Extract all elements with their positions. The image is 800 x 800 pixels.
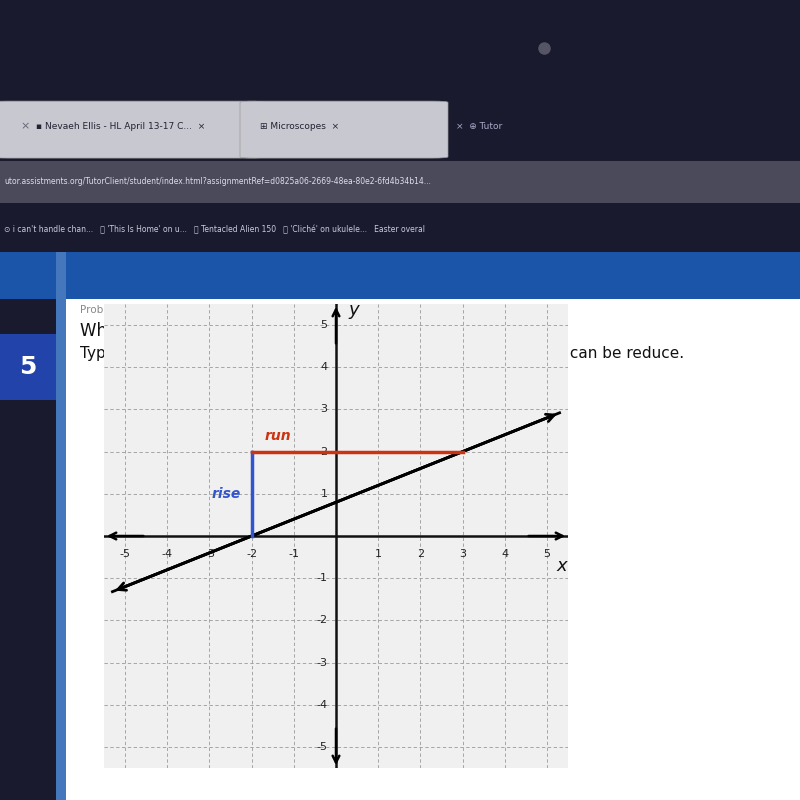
Text: -5: -5	[119, 549, 130, 558]
Text: ×  ⊕ Tutor: × ⊕ Tutor	[456, 122, 502, 131]
Text: -2: -2	[246, 549, 257, 558]
Text: or whole number if can be reduce.: or whole number if can be reduce.	[420, 346, 684, 361]
Text: -4: -4	[317, 700, 327, 710]
Text: ⊙ i can't handle chan...   🎓 'This Is Home' on u...   📷 Tentacled Alien 150   🎓 : ⊙ i can't handle chan... 🎓 'This Is Home…	[4, 226, 425, 234]
Text: x: x	[556, 557, 567, 575]
Text: 1: 1	[374, 549, 382, 558]
Text: -1: -1	[317, 573, 327, 583]
Text: ⊞ Microscopes  ×: ⊞ Microscopes ×	[260, 122, 339, 131]
Bar	[0, 334, 56, 400]
Text: -3: -3	[204, 549, 215, 558]
Text: -1: -1	[288, 549, 299, 558]
Text: 5: 5	[321, 320, 327, 330]
Text: 2: 2	[417, 549, 424, 558]
Text: Type answer as fraction: Type answer as fraction	[80, 346, 286, 361]
Text: 3: 3	[321, 405, 327, 414]
Text: y: y	[349, 302, 359, 319]
Text: utor.assistments.org/TutorClient/student/index.html?assignmentRef=d0825a06-2669-: utor.assistments.org/TutorClient/student…	[4, 178, 431, 186]
Bar	[0, 252, 800, 298]
Text: -3: -3	[317, 658, 327, 667]
Bar	[56, 252, 66, 800]
Text: 4: 4	[501, 549, 508, 558]
Text: ×: ×	[20, 122, 30, 132]
Text: -2: -2	[317, 615, 327, 626]
FancyBboxPatch shape	[240, 101, 448, 158]
Text: 3: 3	[459, 549, 466, 558]
Text: 2: 2	[321, 446, 327, 457]
Text: rise: rise	[356, 339, 382, 354]
FancyBboxPatch shape	[0, 101, 264, 158]
Text: ▪ Nevaeh Ellis - HL April 13-17 C...  ×: ▪ Nevaeh Ellis - HL April 13-17 C... ×	[36, 122, 206, 131]
Text: run: run	[264, 429, 291, 443]
Text: rise: rise	[212, 487, 241, 501]
FancyBboxPatch shape	[0, 162, 800, 202]
Text: What is the slope of the line graphed below?: What is the slope of the line graphed be…	[80, 322, 451, 341]
Text: -5: -5	[317, 742, 327, 752]
Text: -4: -4	[162, 549, 173, 558]
Text: run: run	[360, 354, 383, 369]
Text: 1: 1	[321, 489, 327, 499]
Text: 4: 4	[321, 362, 327, 372]
Text: Problem ID:  PKABPUSE: Problem ID: PKABPUSE	[80, 305, 201, 314]
Text: 5: 5	[543, 549, 550, 558]
Text: 5: 5	[19, 355, 37, 379]
